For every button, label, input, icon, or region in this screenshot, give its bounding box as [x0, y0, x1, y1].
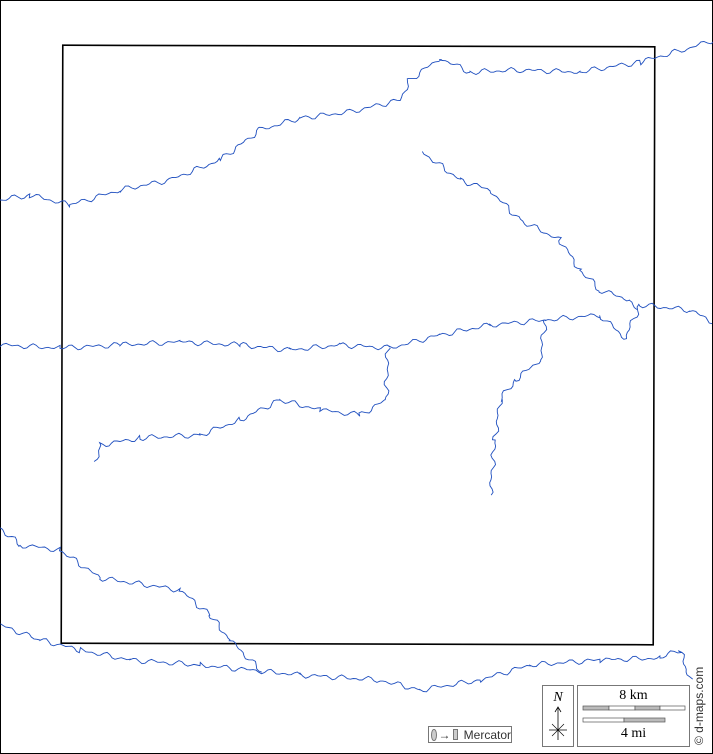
river [489, 319, 548, 496]
river [0, 41, 713, 209]
north-label: N [553, 690, 563, 705]
projection-label: Mercator [463, 727, 511, 742]
rivers [0, 41, 713, 693]
river [0, 302, 713, 353]
river [0, 527, 262, 673]
scale-bars [582, 705, 686, 723]
river [0, 623, 693, 693]
arrow-icon: → [438, 727, 451, 742]
region-boundary [60, 44, 656, 646]
projection-legend: → Mercator [428, 726, 512, 743]
river [93, 347, 391, 462]
scale-km-label: 8 km [619, 688, 648, 703]
credit-text: © d-maps.com [692, 666, 706, 745]
scale-bar: 8 km 4 mi [577, 685, 690, 747]
circle-icon [431, 728, 437, 741]
square-icon [452, 729, 458, 740]
north-arrow: N [542, 685, 574, 747]
river [421, 151, 638, 310]
scale-mi-label: 4 mi [620, 726, 647, 741]
compass-icon [549, 706, 567, 740]
